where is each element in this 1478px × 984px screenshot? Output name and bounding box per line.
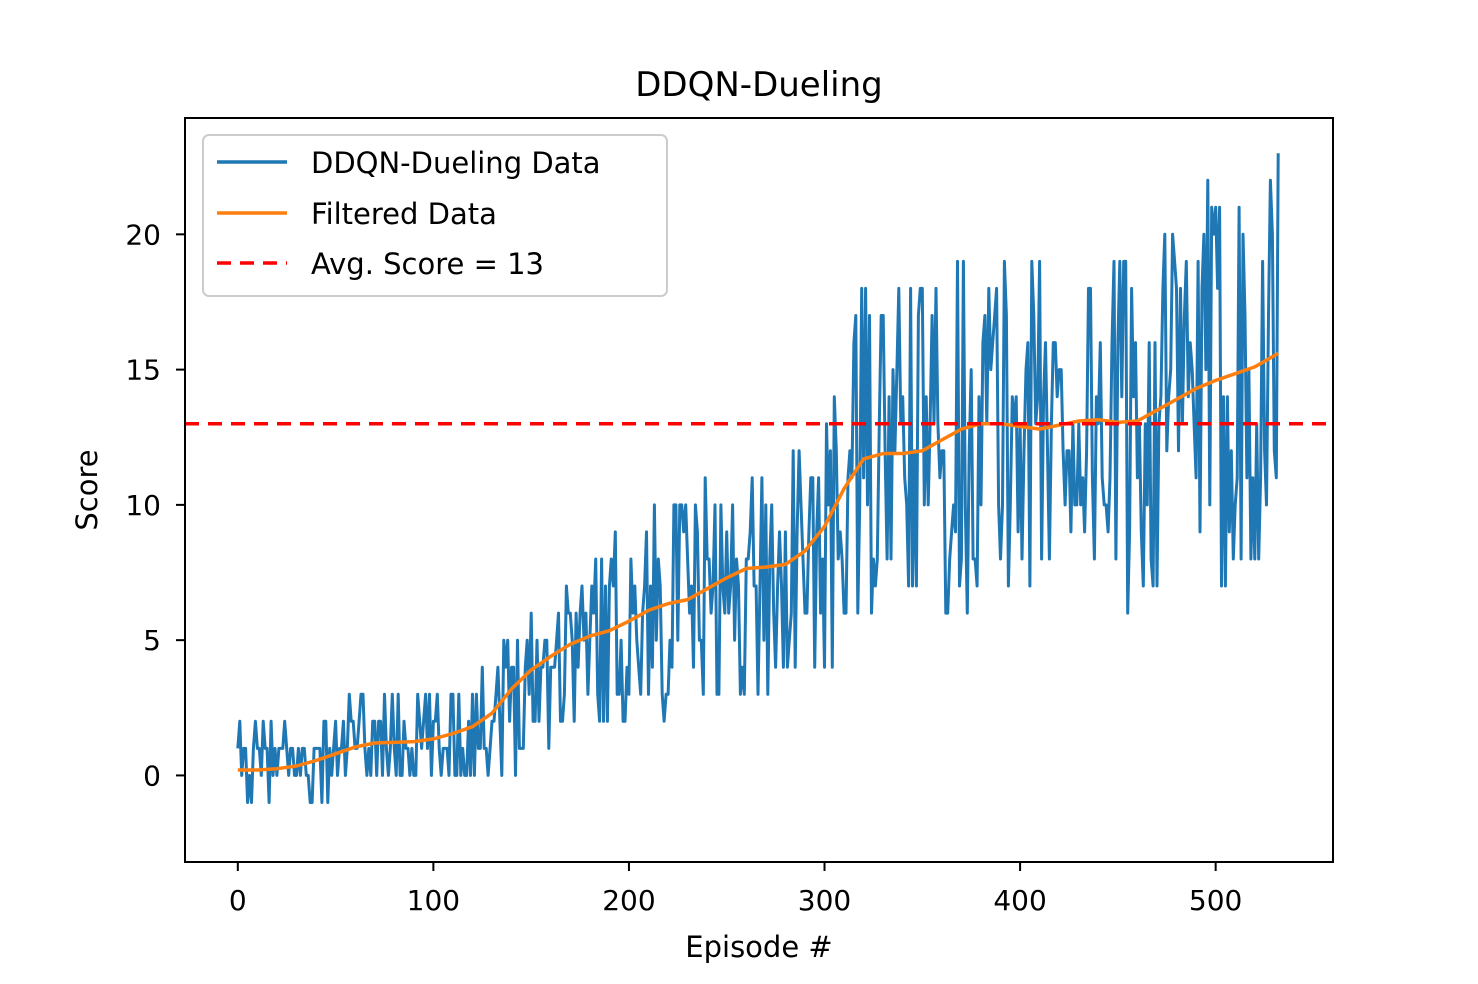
y-tick-label: 20 (125, 218, 161, 251)
y-axis-label: Score (70, 449, 104, 530)
x-tick-label: 200 (602, 884, 655, 917)
raw-score-line (236, 153, 1280, 804)
x-tick-label: 100 (407, 884, 460, 917)
legend-label-raw: DDQN-Dueling Data (311, 146, 601, 180)
y-tick-label: 0 (143, 759, 161, 792)
y-tick-label: 10 (125, 489, 161, 522)
x-axis-ticks: 0 100 200 300 400 500 (229, 862, 1242, 917)
legend-label-threshold: Avg. Score = 13 (311, 247, 544, 281)
chart-title: DDQN-Dueling (635, 65, 883, 105)
x-axis-label: Episode # (685, 930, 832, 964)
x-tick-label: 500 (1189, 884, 1242, 917)
series-layer (185, 153, 1333, 804)
legend: DDQN-Dueling Data Filtered Data Avg. Sco… (202, 134, 668, 297)
y-tick-label: 5 (143, 624, 161, 657)
plot-frame (184, 117, 1334, 863)
filtered-score-line (237, 351, 1280, 772)
y-tick-label: 15 (125, 354, 161, 387)
legend-box (202, 134, 668, 297)
x-tick-label: 300 (798, 884, 851, 917)
legend-label-filtered: Filtered Data (311, 197, 497, 231)
x-tick-label: 400 (993, 884, 1046, 917)
x-tick-label: 0 (229, 884, 247, 917)
y-axis-ticks: 0 5 10 15 20 (125, 218, 185, 792)
